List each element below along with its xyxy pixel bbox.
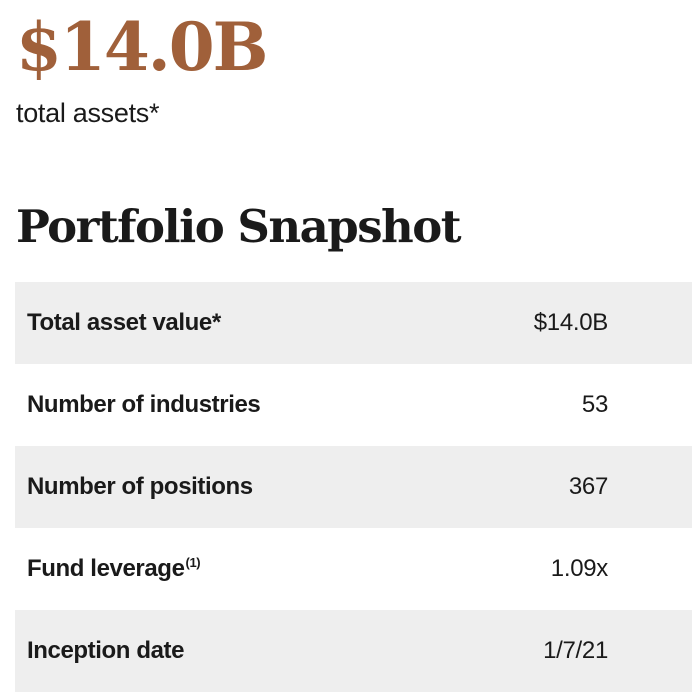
total-assets-value: $14.0B (16, 8, 268, 86)
row-value: 1.09x (550, 555, 609, 582)
row-value: 1/7/21 (543, 637, 608, 664)
row-label-text: Inception date (27, 637, 185, 664)
table-row: Inception date 1/7/21 (15, 610, 692, 692)
row-label: Number of industries (27, 391, 261, 419)
table-row: Total asset value* $14.0B (15, 282, 692, 364)
total-assets-hero: $14.0B total assets* (16, 8, 268, 128)
table-row: Number of positions 367 (15, 446, 692, 528)
footnote-marker: (1) (185, 555, 201, 570)
row-label: Fund leverage(1) (27, 555, 201, 583)
row-label-text: Number of positions (27, 473, 253, 500)
row-label-text: Number of industries (27, 391, 261, 418)
row-label: Number of positions (27, 473, 254, 501)
section-title: Portfolio Snapshot (16, 200, 462, 253)
row-label-text: Total asset value* (27, 309, 221, 336)
row-label: Inception date (27, 637, 185, 665)
row-label-text: Fund leverage (27, 555, 185, 582)
portfolio-snapshot-table: Total asset value* $14.0B Number of indu… (15, 282, 692, 692)
row-label: Total asset value* (27, 309, 222, 337)
table-row: Number of industries 53 (15, 364, 692, 446)
table-row: Fund leverage(1) 1.09x (15, 528, 692, 610)
row-value: 367 (568, 473, 608, 500)
row-value: 53 (581, 391, 608, 418)
row-value: $14.0B (533, 309, 609, 336)
total-assets-label: total assets* (16, 98, 160, 128)
